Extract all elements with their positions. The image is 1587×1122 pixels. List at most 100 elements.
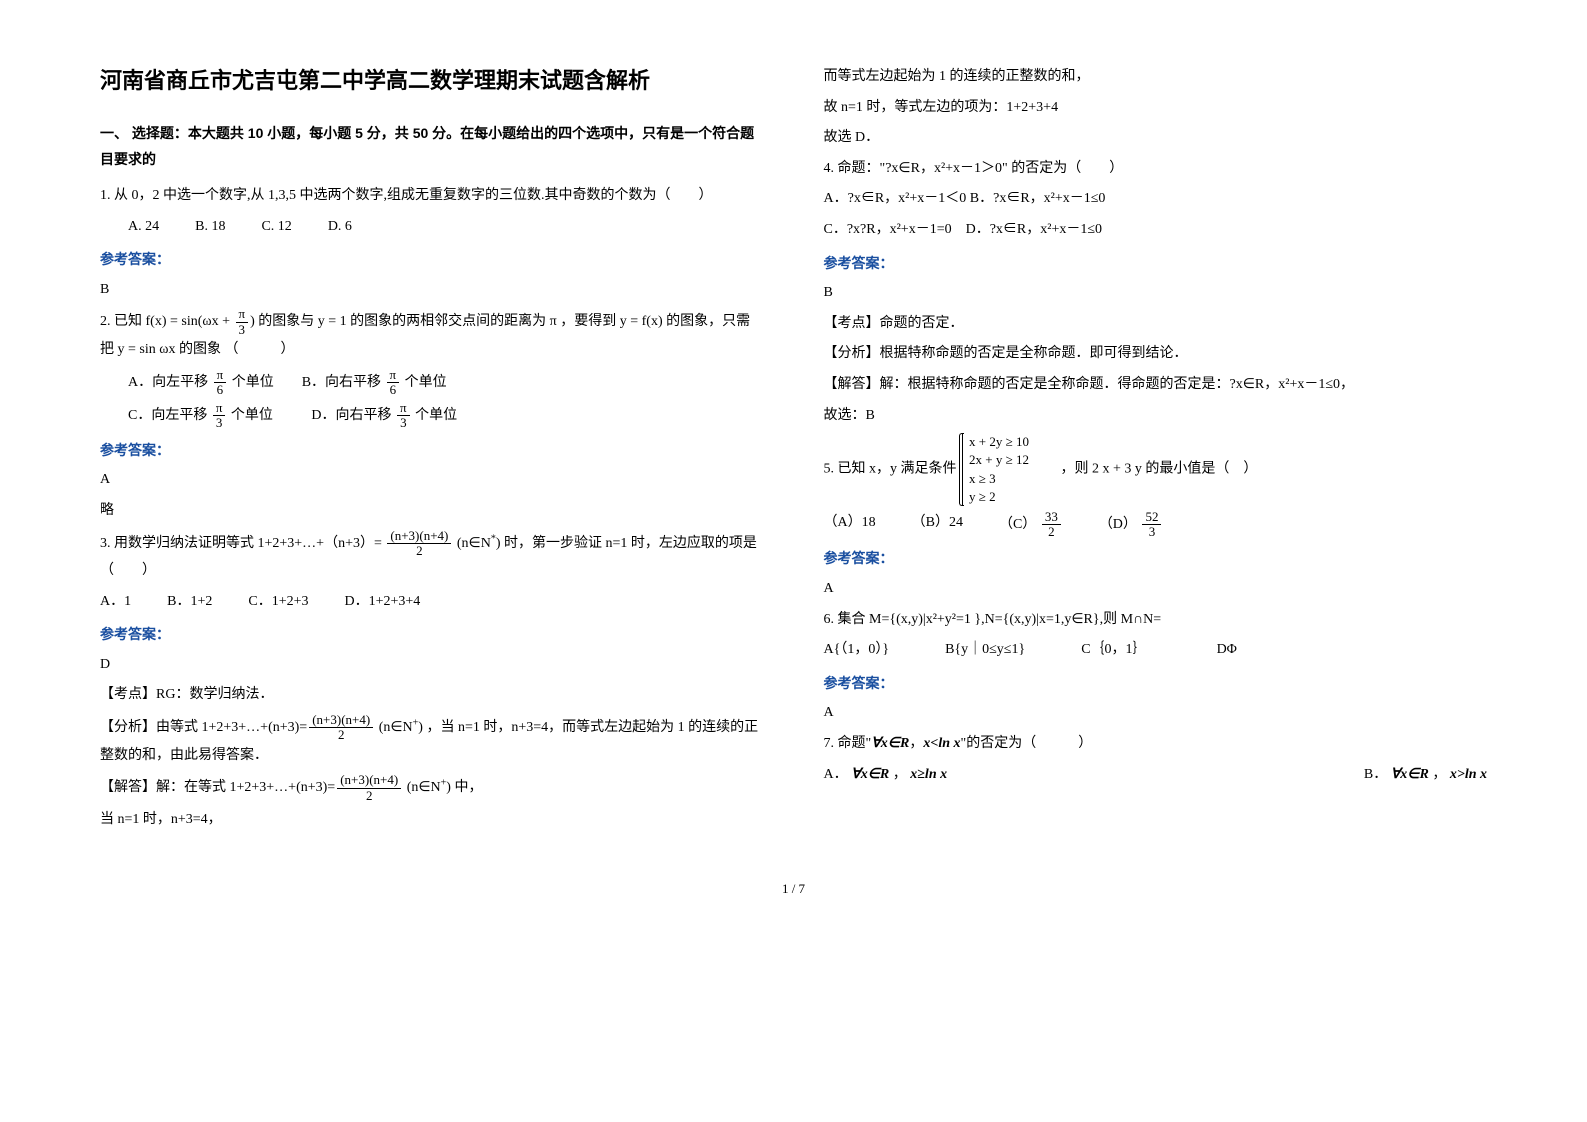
q2b-frac: π6 bbox=[387, 368, 400, 398]
q3-jd-den: 2 bbox=[337, 789, 401, 803]
q2d-pre: D．向右平移 bbox=[311, 408, 391, 423]
q2-f1-num: π bbox=[236, 307, 249, 322]
q7-opt-a: A． ∀x∈R ， x≥ln x bbox=[824, 762, 948, 789]
q7b-mid: ， bbox=[1432, 767, 1446, 782]
q4-answer: B bbox=[824, 280, 1488, 307]
q4-opts-row2: C．?x?R，x²+x－1=0 D．?x∈R，x²+x－1≤0 bbox=[824, 217, 1488, 244]
q2a-den: 6 bbox=[214, 383, 227, 397]
q5-c4: y ≥ 2 bbox=[969, 488, 1029, 506]
q7b-f2: x>ln x bbox=[1450, 767, 1487, 782]
q1-opt-c: C. 12 bbox=[261, 214, 291, 241]
q2-t-a: 2. 已知 bbox=[100, 314, 142, 329]
q2c-pre: C．向左平移 bbox=[128, 408, 207, 423]
q3-opt-a: A．1 bbox=[100, 589, 131, 616]
q4-opt-c: C．?x?R，x²+x－1=0 bbox=[824, 222, 952, 237]
q4-ans-label: 参考答案： bbox=[824, 250, 1488, 277]
q3-fx-formula: 1+2+3+…+(n+3)= bbox=[202, 720, 308, 735]
q3-jd-c: ) bbox=[446, 780, 451, 795]
q4-opt-a: A．?x∈R，x²+x－1＜0 bbox=[824, 191, 967, 206]
q5-opt-a: （A）18 bbox=[824, 510, 876, 540]
q3-den: 2 bbox=[387, 544, 451, 558]
q7-t-b: ， bbox=[909, 736, 923, 751]
q6-opt-b: B{y｜0≤y≤1} bbox=[945, 642, 1025, 657]
q4-jieda-2: 故选：B bbox=[824, 403, 1488, 430]
q5-c1: x + 2y ≥ 10 bbox=[969, 433, 1029, 451]
q3-fx-den: 2 bbox=[309, 728, 373, 742]
r-line-1: 而等式左边起始为 1 的连续的正整数的和， bbox=[824, 64, 1488, 91]
q5-opt-b: （B）24 bbox=[912, 510, 963, 540]
q7-opts: A． ∀x∈R ， x≥ln x B． ∀x∈R ， x>ln x bbox=[824, 762, 1488, 789]
q7a-f1: ∀x∈R bbox=[851, 767, 889, 782]
q2d-den: 3 bbox=[397, 416, 410, 430]
q3-fx-b: (n∈N bbox=[379, 720, 413, 735]
r-line-3: 故选 D． bbox=[824, 125, 1488, 152]
q3-fx-a: 【分析】由等式 bbox=[100, 720, 198, 735]
q5-opt-d: （D） 523 bbox=[1099, 510, 1164, 540]
q3-jieda-2: 当 n=1 时，n+3=4， bbox=[100, 807, 764, 834]
q3-opt-d: D．1+2+3+4 bbox=[345, 589, 421, 616]
q2-opt-d: D．向右平移 π3 个单位 bbox=[311, 408, 457, 423]
q2-f1-lhs: f(x) = sin(ωx + bbox=[146, 314, 234, 329]
q2-pi: π bbox=[550, 314, 557, 329]
q2-t-b: 的图象与 bbox=[258, 314, 314, 329]
q2-y1: y = 1 bbox=[318, 314, 347, 329]
q3-t-c: ) bbox=[496, 536, 501, 551]
q4-opt-b: B．?x∈R，x²+x－1≤0 bbox=[970, 191, 1106, 206]
q2-ysin: y = sin ωx bbox=[118, 342, 176, 357]
q7a-mid: ， bbox=[893, 767, 907, 782]
q3-fx-frac: (n+3)(n+4)2 bbox=[309, 713, 373, 743]
q7-f1: ∀x∈R bbox=[871, 736, 909, 751]
q3-answer: D bbox=[100, 652, 764, 679]
q3-jieda: 【解答】解：在等式 1+2+3+…+(n+3)=(n+3)(n+4)2 (n∈N… bbox=[100, 773, 764, 803]
q2a-num: π bbox=[214, 368, 227, 383]
r-line-2: 故 n=1 时，等式左边的项为：1+2+3+4 bbox=[824, 95, 1488, 122]
q2c-frac: π3 bbox=[213, 401, 226, 431]
q1-opt-b: B. 18 bbox=[195, 214, 225, 241]
q5-opt-c: （C） 332 bbox=[999, 510, 1063, 540]
q1-opt-d: D. 6 bbox=[328, 214, 352, 241]
q5-answer: A bbox=[824, 576, 1488, 603]
q5-text: 5. 已知 x，y 满足条件 x + 2y ≥ 10 2x + y ≥ 12 x… bbox=[824, 433, 1488, 506]
q6-opt-d: DΦ bbox=[1217, 642, 1237, 657]
q7b-f1: ∀x∈R bbox=[1391, 767, 1429, 782]
q3-num: (n+3)(n+4) bbox=[387, 529, 451, 544]
q6-opts: A{（1，0）} B{y｜0≤y≤1} C｛0，1｝ DΦ bbox=[824, 637, 1488, 664]
q2-opt-b: B．向右平移 π6 个单位 bbox=[302, 375, 447, 390]
q2d-num: π bbox=[397, 401, 410, 416]
q2-t-f: 的图象 （ ） bbox=[179, 342, 295, 357]
q2-f1-den: 3 bbox=[236, 323, 249, 337]
section-1-head: 一、 选择题：本大题共 10 小题，每小题 5 分，共 50 分。在每小题给出的… bbox=[100, 120, 764, 173]
q4-kaodian: 【考点】命题的否定． bbox=[824, 311, 1488, 338]
q5c-frac: 332 bbox=[1042, 510, 1061, 540]
q1-opt-a: A. 24 bbox=[128, 214, 159, 241]
q1-ans-label: 参考答案： bbox=[100, 246, 764, 273]
q7a-pre: A． bbox=[824, 767, 848, 782]
q3-frac: (n+3)(n+4)2 bbox=[387, 529, 451, 559]
q5d-frac: 523 bbox=[1142, 510, 1161, 540]
q3-fenxi: 【分析】由等式 1+2+3+…+(n+3)=(n+3)(n+4)2 (n∈N+)… bbox=[100, 713, 764, 769]
q5-c3: x ≥ 3 bbox=[969, 470, 1029, 488]
q2-ans-label: 参考答案： bbox=[100, 437, 764, 464]
q1-options: A. 24 B. 18 C. 12 D. 6 bbox=[100, 214, 764, 241]
q2c-den: 3 bbox=[213, 416, 226, 430]
q3-opt-c: C．1+2+3 bbox=[248, 589, 308, 616]
q4-text: 4. 命题："?x∈R，x²+x－1＞0" 的否定为（ ） bbox=[824, 156, 1488, 183]
q2a-pre: A．向左平移 bbox=[128, 375, 208, 390]
q5-brace: x + 2y ≥ 10 2x + y ≥ 12 x ≥ 3 y ≥ 2 bbox=[962, 433, 1029, 506]
q2-opts-row1: A．向左平移 π6 个单位 B．向右平移 π6 个单位 bbox=[100, 368, 764, 398]
q2-t-d: ，要得到 bbox=[560, 314, 616, 329]
q5d-num: 52 bbox=[1142, 510, 1161, 525]
q6-ans-label: 参考答案： bbox=[824, 670, 1488, 697]
q7-text: 7. 命题"∀x∈R，x<ln x"的否定为（ ） bbox=[824, 731, 1488, 758]
q2b-post: 个单位 bbox=[405, 375, 447, 390]
q2d-post: 个单位 bbox=[415, 408, 457, 423]
q7a-f2: x≥ln x bbox=[910, 767, 947, 782]
q3-t-b: (n∈N bbox=[457, 536, 491, 551]
page: 河南省商丘市尤吉屯第二中学高二数学理期末试题含解析 一、 选择题：本大题共 10… bbox=[100, 60, 1487, 837]
q5-t-b: ，则 2 x + 3 y 的最小值是（ ） bbox=[1032, 462, 1257, 477]
q6-opt-c: C｛0，1｝ bbox=[1081, 642, 1146, 657]
q7-f2: x<ln x bbox=[923, 736, 960, 751]
q2b-den: 6 bbox=[387, 383, 400, 397]
q1-text: 1. 从 0，2 中选一个数字,从 1,3,5 中选两个数字,组成无重复数字的三… bbox=[100, 183, 764, 210]
q2-t-c: 的图象的两相邻交点间的距离为 bbox=[350, 314, 546, 329]
